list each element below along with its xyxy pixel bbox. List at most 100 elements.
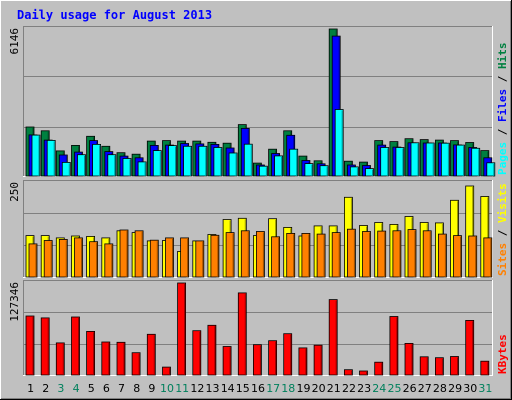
bar-sites-day-4 bbox=[74, 237, 83, 278]
x-tick-label-day-29: 29 bbox=[448, 382, 462, 395]
y-axis-max-label-hits-files-pages: 6146 bbox=[8, 28, 21, 55]
bar-pages-day-4 bbox=[77, 154, 86, 177]
bar-pages-day-16 bbox=[258, 165, 268, 177]
x-tick-label-day-8: 8 bbox=[133, 382, 140, 395]
bar-pages-day-23 bbox=[365, 168, 374, 177]
bar-kbytes-day-7 bbox=[116, 341, 126, 376]
bar-kbytes-day-16 bbox=[252, 344, 262, 376]
bar-kbytes-day-13 bbox=[207, 324, 217, 376]
bar-kbytes-day-22 bbox=[343, 369, 353, 376]
side-label-visits: Visits bbox=[496, 183, 509, 223]
side-label-pages: Pages bbox=[496, 142, 509, 175]
bar-kbytes-day-31 bbox=[480, 360, 490, 376]
x-tick-label-day-30: 30 bbox=[463, 382, 477, 395]
bar-pages-day-13 bbox=[213, 147, 223, 177]
side-label-hits: Hits bbox=[496, 43, 509, 70]
bar-pages-day-9 bbox=[152, 150, 162, 177]
x-tick-label-day-12: 12 bbox=[190, 382, 204, 395]
bar-sites-day-21 bbox=[331, 232, 341, 278]
bar-pages-day-21 bbox=[334, 109, 344, 177]
bar-pages-day-28 bbox=[440, 142, 450, 177]
bar-sites-day-15 bbox=[240, 230, 250, 278]
bar-kbytes-day-23 bbox=[359, 370, 368, 376]
bar-kbytes-day-6 bbox=[101, 341, 111, 376]
bar-kbytes-day-27 bbox=[419, 356, 429, 376]
bar-sites-day-30 bbox=[468, 235, 478, 278]
bar-pages-day-25 bbox=[395, 147, 405, 177]
bar-kbytes-day-30 bbox=[465, 319, 475, 376]
x-tick-label-day-27: 27 bbox=[418, 382, 432, 395]
bar-sites-day-20 bbox=[316, 233, 326, 278]
bar-kbytes-day-3 bbox=[55, 342, 65, 376]
x-tick-label-day-18: 18 bbox=[281, 382, 295, 395]
side-label-separator: / bbox=[496, 223, 509, 243]
bar-kbytes-day-24 bbox=[374, 361, 384, 376]
bar-pages-day-3 bbox=[61, 161, 71, 177]
bar-pages-day-15 bbox=[243, 143, 253, 177]
x-tick-label-day-11: 11 bbox=[175, 382, 189, 395]
y-axis-max-label-visits-sites: 250 bbox=[8, 182, 21, 202]
chart-title: Daily usage for August 2013 bbox=[17, 8, 212, 22]
bar-kbytes-day-20 bbox=[313, 344, 323, 376]
x-tick-label-day-5: 5 bbox=[88, 382, 95, 395]
x-tick-label-day-19: 19 bbox=[297, 382, 311, 395]
x-tick-label-day-23: 23 bbox=[357, 382, 371, 395]
bar-pages-day-5 bbox=[92, 143, 101, 177]
bar-kbytes-day-21 bbox=[328, 299, 338, 376]
x-tick-label-day-28: 28 bbox=[433, 382, 447, 395]
side-label-separator: / bbox=[496, 69, 509, 89]
bar-sites-day-28 bbox=[437, 233, 447, 278]
bar-pages-day-24 bbox=[380, 147, 390, 177]
bar-kbytes-day-19 bbox=[298, 347, 308, 376]
bar-sites-day-12 bbox=[195, 240, 205, 278]
bar-kbytes-day-15 bbox=[237, 292, 247, 376]
bar-pages-day-22 bbox=[349, 166, 359, 177]
bar-pages-day-14 bbox=[228, 152, 238, 177]
bar-kbytes-day-8 bbox=[131, 352, 141, 376]
bar-sites-day-10 bbox=[165, 237, 174, 278]
x-tick-label-day-17: 17 bbox=[266, 382, 280, 395]
bar-sites-day-23 bbox=[362, 231, 371, 278]
bar-pages-day-30 bbox=[471, 147, 481, 177]
x-tick-label-day-7: 7 bbox=[118, 382, 125, 395]
x-tick-label-day-3: 3 bbox=[57, 382, 64, 395]
bar-pages-day-20 bbox=[319, 165, 329, 177]
x-tick-label-day-1: 1 bbox=[27, 382, 34, 395]
bar-kbytes-day-1 bbox=[25, 315, 35, 376]
bar-sites-day-3 bbox=[58, 238, 68, 278]
x-tick-label-day-4: 4 bbox=[73, 382, 80, 395]
bar-sites-day-7 bbox=[119, 229, 129, 278]
x-tick-label-day-10: 10 bbox=[160, 382, 174, 395]
bar-kbytes-day-26 bbox=[404, 342, 414, 376]
bar-sites-day-24 bbox=[377, 230, 387, 278]
bar-pages-day-8 bbox=[137, 161, 147, 177]
side-label-visits-sites: Sites / Visits bbox=[496, 183, 509, 276]
bar-kbytes-day-5 bbox=[86, 330, 95, 376]
bar-kbytes-day-28 bbox=[434, 357, 444, 376]
bar-kbytes-day-4 bbox=[71, 316, 80, 376]
x-tick-label-day-20: 20 bbox=[312, 382, 326, 395]
bar-sites-day-13 bbox=[210, 234, 220, 278]
x-tick-label-day-22: 22 bbox=[342, 382, 356, 395]
bar-kbytes-day-10 bbox=[162, 366, 171, 376]
bar-sites-day-11 bbox=[180, 237, 190, 278]
bar-pages-day-31 bbox=[486, 162, 496, 177]
bar-kbytes-day-18 bbox=[283, 333, 293, 376]
bar-pages-day-19 bbox=[304, 163, 314, 177]
bar-pages-day-6 bbox=[107, 154, 117, 177]
bar-pages-day-12 bbox=[198, 145, 208, 177]
bar-pages-day-29 bbox=[456, 144, 465, 177]
bar-pages-day-11 bbox=[183, 145, 193, 177]
x-tick-label-day-21: 21 bbox=[327, 382, 341, 395]
x-tick-label-day-16: 16 bbox=[251, 382, 265, 395]
side-label-kbytes: KBytes bbox=[496, 334, 509, 374]
y-axis-max-label-kbytes: 127346 bbox=[8, 282, 21, 322]
x-tick-label-day-14: 14 bbox=[221, 382, 235, 395]
bar-sites-day-26 bbox=[407, 229, 417, 278]
bar-pages-day-2 bbox=[46, 139, 56, 177]
bar-sites-day-22 bbox=[346, 228, 356, 278]
bar-sites-day-16 bbox=[255, 231, 265, 278]
bar-kbytes-day-14 bbox=[222, 346, 232, 376]
